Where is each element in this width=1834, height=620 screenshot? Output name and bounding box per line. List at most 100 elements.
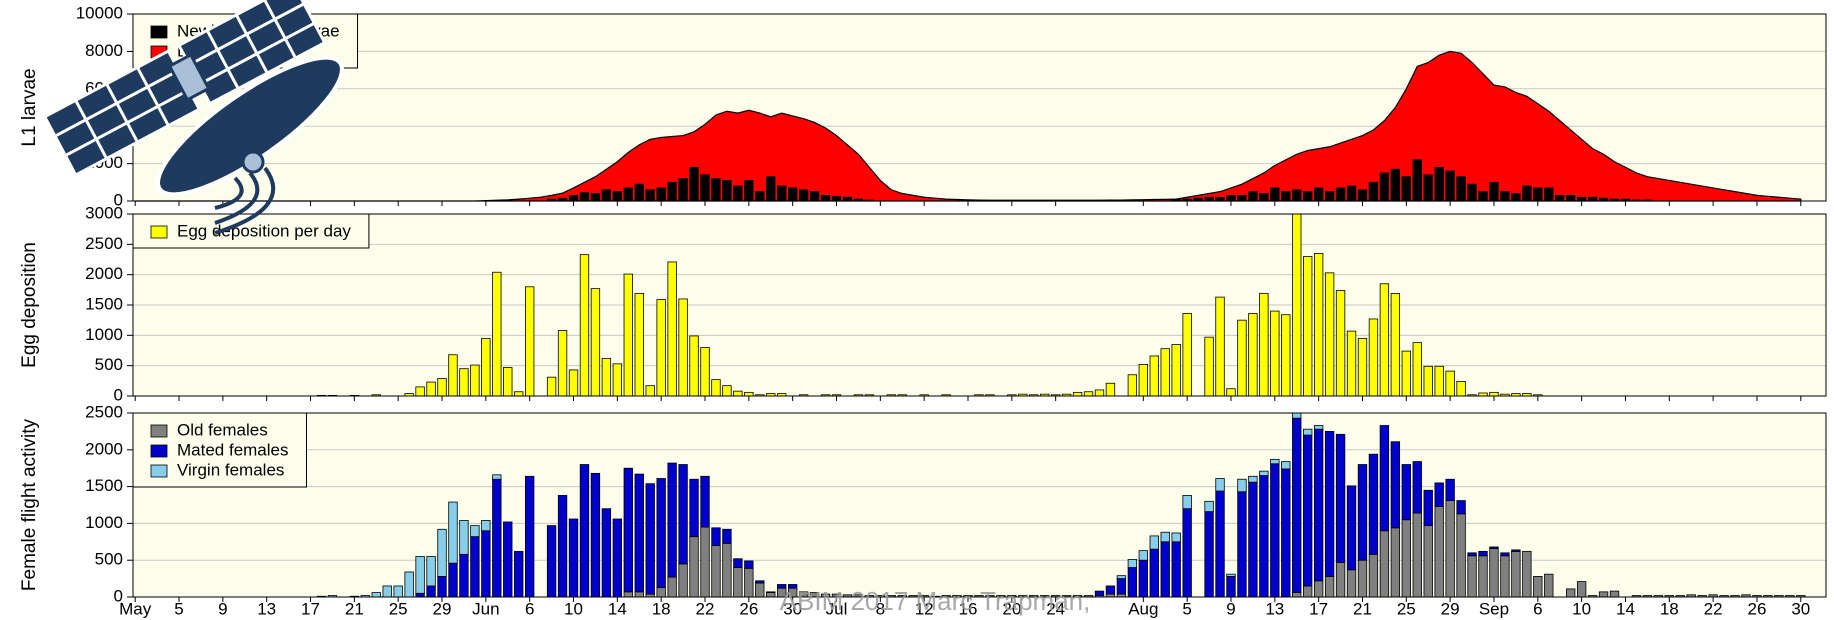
bar [755, 582, 765, 598]
bar [1237, 194, 1247, 202]
bar [689, 478, 699, 538]
bar [1533, 187, 1543, 202]
bar [1401, 350, 1411, 397]
bar [579, 464, 590, 598]
bar [546, 376, 557, 397]
bar [1445, 478, 1455, 501]
bar [1292, 213, 1302, 397]
bar [1576, 196, 1587, 202]
bar [1160, 348, 1170, 397]
bar [1270, 310, 1280, 397]
bar [492, 474, 502, 480]
bar [1292, 189, 1302, 202]
y-tick-label: 1500 [85, 294, 123, 313]
bar [1368, 553, 1379, 598]
bar [678, 563, 688, 598]
bar [1313, 428, 1324, 582]
bar [1292, 412, 1302, 419]
bar [448, 501, 458, 564]
bar [1346, 569, 1357, 598]
bar [1423, 525, 1433, 598]
bar [470, 525, 480, 538]
bar [1138, 364, 1148, 397]
bar [1127, 374, 1138, 397]
legend-swatch [150, 225, 168, 239]
bar [568, 194, 579, 202]
bar [546, 525, 557, 598]
x-tick-label: 25 [1397, 599, 1416, 618]
bar [645, 385, 655, 397]
x-tick-label: 26 [739, 599, 758, 618]
bar [1116, 578, 1127, 595]
bar [787, 584, 798, 589]
bar [722, 180, 732, 202]
x-tick-label: 21 [1353, 599, 1372, 618]
bar [1598, 591, 1609, 598]
bar [590, 288, 601, 397]
bar [1303, 434, 1313, 587]
bar [1489, 391, 1499, 397]
bar [1270, 463, 1280, 598]
bar [503, 367, 513, 397]
bar [634, 591, 644, 598]
bar [481, 520, 491, 532]
bar [579, 254, 590, 397]
bar [1467, 183, 1477, 202]
bar [1555, 194, 1565, 202]
bar [678, 178, 688, 202]
bar [722, 385, 732, 397]
bar [459, 368, 469, 397]
bar [1511, 193, 1521, 202]
bar [798, 591, 809, 593]
bar [1390, 293, 1401, 397]
x-tick-label: 18 [652, 599, 671, 618]
bar [1357, 337, 1368, 397]
bar [1160, 531, 1170, 543]
bar [1456, 381, 1466, 397]
bar [1259, 470, 1269, 476]
bar [1281, 314, 1291, 397]
bar [1226, 194, 1236, 202]
y-axis-label: Egg deposition [19, 242, 40, 368]
bar [722, 528, 732, 544]
bar [1094, 590, 1105, 596]
x-tick-label: 30 [783, 599, 802, 618]
bar [1478, 550, 1488, 557]
bar [612, 518, 623, 598]
bar [1171, 541, 1181, 598]
bar [1390, 168, 1401, 202]
bar [1149, 535, 1159, 550]
y-tick-label: 1500 [85, 476, 123, 495]
bar [1160, 541, 1170, 598]
legend-label: Egg deposition per day [177, 221, 351, 240]
bar [1324, 575, 1335, 598]
bar [557, 495, 568, 598]
bar [601, 357, 612, 397]
bar [1237, 319, 1247, 397]
bar [1335, 433, 1346, 563]
bar [1445, 500, 1455, 598]
bar [426, 556, 436, 587]
x-tick-label: 17 [301, 599, 320, 618]
x-tick-label: 26 [1748, 599, 1767, 618]
bar [1412, 342, 1422, 397]
bar [1226, 575, 1236, 598]
bar [656, 478, 666, 588]
bar [1511, 550, 1521, 598]
bar [1248, 313, 1258, 397]
y-tick-label: 0 [114, 586, 123, 605]
bar [514, 550, 524, 598]
bar [612, 191, 623, 202]
x-tick-label: 24 [1046, 599, 1065, 618]
bar [1390, 441, 1401, 529]
bar [1204, 511, 1214, 598]
bar [1303, 256, 1313, 397]
bar [1138, 550, 1148, 561]
plot-frame [132, 213, 1827, 397]
bar [634, 293, 644, 397]
watermark: ABIM 2017 Marc Trapman, [780, 586, 1091, 616]
bar [645, 483, 655, 595]
bar [1587, 196, 1598, 202]
bar [1281, 461, 1291, 470]
bar [733, 558, 743, 568]
